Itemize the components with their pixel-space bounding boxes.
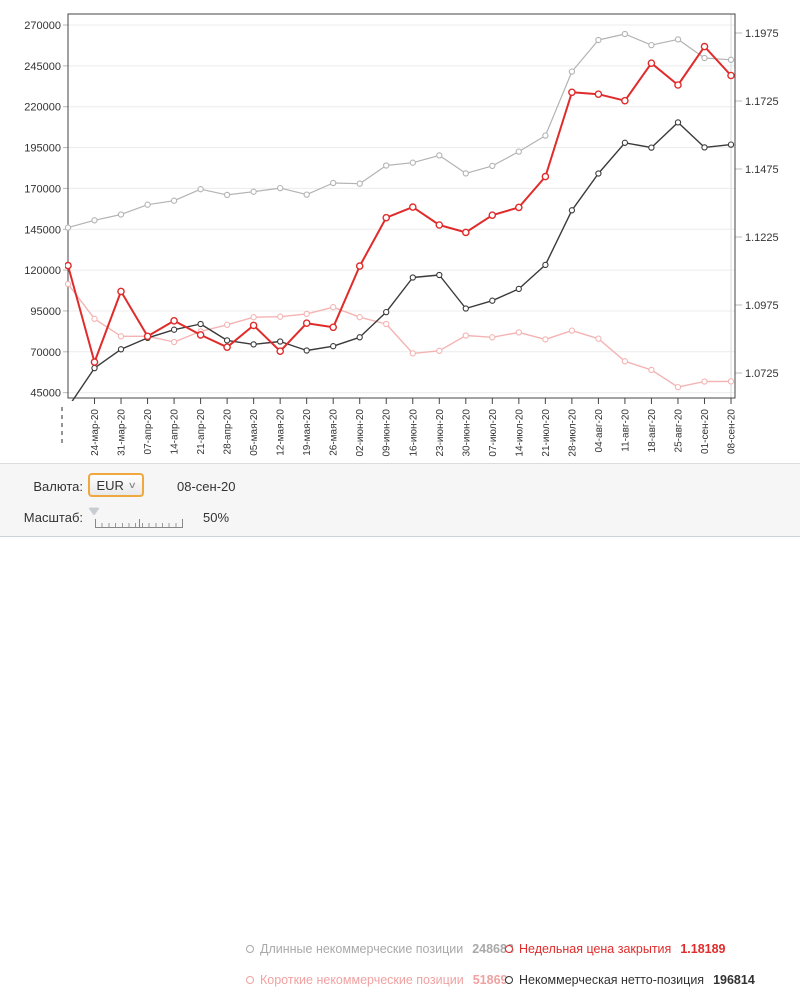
svg-text:24-мар-20: 24-мар-20: [90, 409, 101, 456]
svg-text:1.1975: 1.1975: [745, 28, 779, 40]
scale-slider[interactable]: [89, 508, 183, 530]
legend-label: Длинные некоммерческие позиции: [260, 942, 464, 956]
svg-text:23-июн-20: 23-июн-20: [435, 409, 446, 457]
svg-text:220000: 220000: [24, 102, 61, 114]
svg-text:1.0725: 1.0725: [745, 368, 779, 380]
svg-text:14-июл-20: 14-июл-20: [514, 409, 525, 457]
svg-text:45000: 45000: [30, 388, 61, 400]
svg-text:12-мая-20: 12-мая-20: [276, 409, 287, 456]
svg-text:270000: 270000: [24, 20, 61, 32]
svg-text:19-мая-20: 19-мая-20: [302, 409, 313, 456]
svg-text:1.0975: 1.0975: [745, 300, 779, 312]
currency-select[interactable]: EUR ∨: [88, 473, 144, 497]
svg-text:02-июн-20: 02-июн-20: [355, 409, 366, 457]
svg-text:25-авг-20: 25-авг-20: [673, 409, 684, 453]
svg-text:04-авг-20: 04-авг-20: [594, 409, 605, 453]
svg-text:07-июл-20: 07-июл-20: [488, 409, 499, 457]
svg-text:01-сен-20: 01-сен-20: [700, 409, 711, 454]
slider-ruler[interactable]: [95, 518, 183, 528]
svg-text:1.1725: 1.1725: [745, 96, 779, 108]
svg-text:14-апр-20: 14-апр-20: [170, 409, 181, 455]
legend-item-long-positions[interactable]: Длинные некоммерческие позиции 248683: [246, 942, 514, 956]
series-marker-icon: [246, 945, 254, 953]
legend-value: 51869: [472, 973, 508, 987]
currency-value: EUR: [96, 477, 124, 493]
legend-value: 196814: [713, 973, 755, 987]
slider-thumb-icon[interactable]: [89, 508, 99, 515]
svg-text:120000: 120000: [24, 265, 61, 277]
control-panel: Валюта: EUR ∨ 08-сен-20 Масштаб: 50% Дли…: [0, 463, 800, 987]
scale-label: Масштаб:: [23, 510, 83, 525]
svg-text:18-авг-20: 18-авг-20: [647, 409, 658, 453]
cot-chart-area: 270000 245000 220000 195000 170000 145000 1200…: [0, 0, 800, 463]
svg-text:28-апр-20: 28-апр-20: [223, 409, 234, 455]
svg-text:07-апр-20: 07-апр-20: [143, 409, 154, 455]
svg-text:1.1225: 1.1225: [745, 232, 779, 244]
series-marker-icon: [246, 976, 254, 984]
scale-value: 50%: [203, 510, 230, 525]
legend-label: Некоммерческая нетто-позиция: [519, 973, 705, 987]
svg-text:08-сен-20: 08-сен-20: [727, 409, 738, 454]
svg-text:21-апр-20: 21-апр-20: [196, 409, 207, 455]
series-marker-icon: [505, 976, 513, 984]
svg-text:16-июн-20: 16-июн-20: [408, 409, 419, 457]
svg-text:11-авг-20: 11-авг-20: [620, 409, 631, 452]
legend-item-short-positions[interactable]: Короткие некоммерческие позиции 51869: [246, 973, 507, 987]
svg-text:26-мая-20: 26-мая-20: [329, 409, 340, 456]
svg-text:170000: 170000: [24, 183, 61, 195]
cot-chart: 270000 245000 220000 195000 170000 145000 1200…: [24, 13, 779, 457]
svg-text:30-июн-20: 30-июн-20: [461, 409, 472, 457]
legend-value: 1.18189: [680, 942, 726, 956]
svg-text:31-мар-20: 31-мар-20: [117, 409, 128, 456]
report-date: 08-сен-20: [177, 479, 236, 494]
svg-text:1.1475: 1.1475: [745, 164, 779, 176]
svg-text:21-июл-20: 21-июл-20: [541, 409, 552, 457]
svg-text:195000: 195000: [24, 143, 61, 155]
legend-label: Недельная цена закрытия: [519, 942, 672, 956]
chevron-down-icon: ∨: [127, 479, 137, 490]
legend-item-weekly-close-price[interactable]: Недельная цена закрытия 1.18189: [505, 942, 726, 956]
svg-text:145000: 145000: [24, 224, 61, 236]
legend-item-net-position[interactable]: Некоммерческая нетто-позиция 196814: [505, 973, 755, 987]
series-marker-icon: [505, 945, 513, 953]
currency-label: Валюта:: [33, 479, 83, 494]
svg-text:245000: 245000: [24, 61, 61, 73]
svg-text:05-мая-20: 05-мая-20: [249, 409, 260, 456]
svg-text:70000: 70000: [30, 347, 61, 359]
svg-text:95000: 95000: [30, 306, 61, 318]
svg-text:09-июн-20: 09-июн-20: [382, 409, 393, 457]
legend-label: Короткие некоммерческие позиции: [260, 973, 464, 987]
svg-text:28-июл-20: 28-июл-20: [567, 409, 578, 457]
